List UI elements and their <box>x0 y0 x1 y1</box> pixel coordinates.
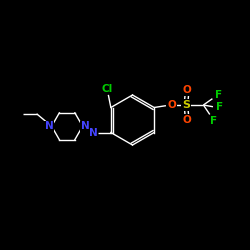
Text: F: F <box>215 90 222 100</box>
Text: O: O <box>183 115 192 125</box>
Text: S: S <box>182 100 190 110</box>
Text: F: F <box>210 116 217 126</box>
Text: O: O <box>167 100 176 110</box>
Text: F: F <box>216 102 223 113</box>
Text: N: N <box>81 121 90 131</box>
Text: N: N <box>89 128 98 138</box>
Text: O: O <box>183 85 192 95</box>
Text: N: N <box>45 121 54 131</box>
Text: Cl: Cl <box>102 84 113 94</box>
